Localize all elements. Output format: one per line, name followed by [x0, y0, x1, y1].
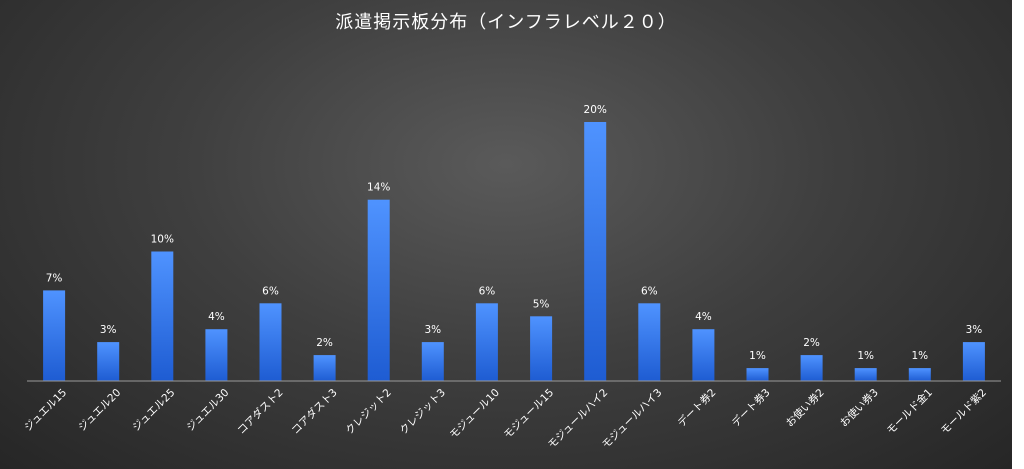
data-label-7: 14% — [367, 182, 390, 194]
labels-group: 7% 3% 10% 4% 6% 2% 14% 3% 6% 5% 20% 6% 4% 1% 2% 1% 1% 3% — [46, 104, 982, 362]
x-tick-label-7: クレジット2 — [343, 387, 393, 437]
x-tick-label-14: デート券3 — [729, 386, 773, 430]
data-label-13: 4% — [695, 311, 712, 323]
x-tick-label-10: モジュール15 — [502, 387, 557, 442]
page-margin — [1012, 0, 1024, 469]
chart-title: 派遣掲示板分布（インフラレベル２０） — [335, 12, 677, 33]
bar-10 — [530, 316, 553, 382]
x-tick-label-12: モジュールハイ3 — [600, 387, 665, 452]
bars-group — [43, 122, 985, 382]
bar-11 — [584, 122, 607, 381]
x-tick-label-2: ジュエル20 — [76, 387, 123, 434]
data-label-10: 5% — [533, 298, 550, 310]
x-tick-label-13: デート券2 — [675, 386, 719, 430]
bar-17 — [908, 368, 931, 381]
data-label-11: 20% — [584, 104, 607, 116]
bar-14 — [746, 368, 769, 381]
bar-1 — [43, 290, 66, 381]
x-tick-label-18: モールド紫2 — [939, 387, 989, 437]
data-label-5: 6% — [262, 285, 279, 297]
ticks-group: ジュエル15 ジュエル20 ジュエル25 ジュエル30 コアダスト2 コアダスト3 クレジッ… — [22, 386, 989, 451]
data-label-8: 3% — [424, 324, 441, 336]
bar-8 — [421, 342, 444, 381]
data-label-9: 6% — [479, 285, 496, 297]
data-label-4: 4% — [208, 311, 225, 323]
bar-7 — [367, 199, 390, 381]
bar-12 — [638, 303, 661, 381]
data-label-14: 1% — [749, 350, 766, 362]
data-label-3: 10% — [151, 234, 174, 246]
x-tick-label-3: ジュエル25 — [130, 387, 177, 434]
x-tick-label-1: ジュエル15 — [22, 387, 69, 434]
bar-18 — [962, 342, 985, 381]
bar-3 — [151, 251, 174, 381]
bar-15 — [800, 355, 823, 381]
x-tick-label-8: クレジット3 — [398, 387, 448, 437]
bar-2 — [97, 342, 120, 381]
bar-5 — [259, 303, 282, 381]
data-label-6: 2% — [316, 337, 333, 349]
data-label-17: 1% — [911, 350, 928, 362]
x-tick-label-16: お使い券3 — [837, 386, 881, 430]
data-label-1: 7% — [46, 272, 63, 284]
data-label-12: 6% — [641, 285, 658, 297]
data-label-2: 3% — [100, 324, 117, 336]
x-tick-label-17: モールド金1 — [884, 386, 935, 437]
x-tick-label-6: コアダスト3 — [289, 386, 340, 437]
bar-4 — [205, 329, 228, 381]
bar-16 — [854, 368, 877, 381]
data-label-16: 1% — [857, 350, 874, 362]
data-label-18: 3% — [966, 324, 983, 336]
bar-13 — [692, 329, 715, 381]
x-tick-label-4: ジュエル30 — [184, 387, 231, 434]
x-tick-label-9: モジュール10 — [447, 387, 502, 442]
x-tick-label-15: お使い券2 — [783, 386, 827, 430]
bar-6 — [313, 355, 336, 381]
x-tick-label-5: コアダスト2 — [235, 386, 286, 437]
bar-9 — [475, 303, 498, 381]
data-label-15: 2% — [803, 337, 820, 349]
